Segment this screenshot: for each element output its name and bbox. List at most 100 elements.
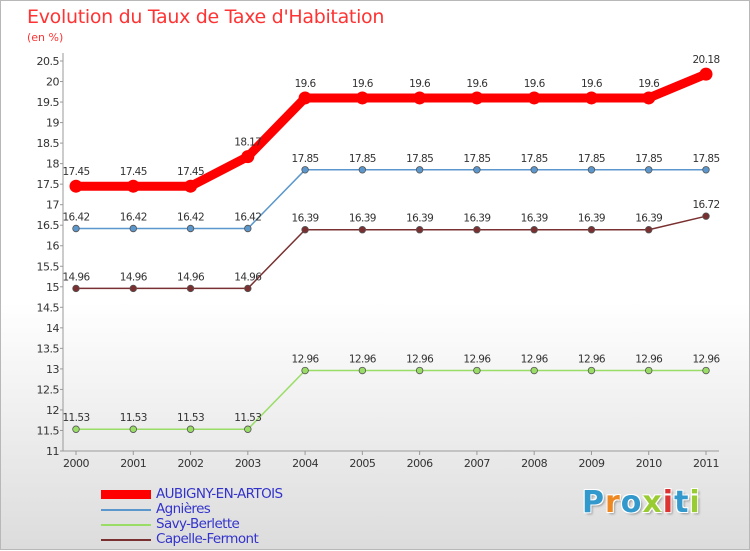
series-line [71,69,711,191]
data-label: 12.96 [349,354,377,366]
data-label: 17.85 [292,153,319,165]
logo-letter: i [662,485,675,520]
data-point [186,224,195,233]
data-point [473,166,481,174]
data-point [301,366,309,375]
data-point [358,166,367,174]
data-label: 17.45 [120,166,147,178]
y-tick-label: 13.5 [37,342,60,355]
y-tick-label: 18 [46,158,59,171]
data-label: 17.85 [349,153,376,165]
y-tick-label: 12.5 [37,383,60,396]
data-point [69,179,83,193]
data-point [301,226,309,234]
proxiti-logo: Proxiti [582,485,701,520]
data-point [129,224,137,233]
data-point [186,425,195,433]
data-label: 11.53 [120,412,147,424]
y-tick-label: 13 [46,363,59,376]
y-tick-label: 19 [46,117,59,130]
data-point [584,91,598,105]
legend-label: Capelle-Fermont [156,531,259,547]
data-label: 12.96 [521,354,549,366]
data-point [244,284,252,293]
data-point [72,224,80,233]
legend-swatch [101,539,151,541]
data-label: 19.6 [295,78,317,90]
chart-title: Evolution du Taux de Taxe d'Habitation [27,6,385,28]
data-point [702,212,710,220]
data-label: 12.96 [292,354,320,366]
data-label: 16.39 [349,213,376,225]
series-line [75,369,707,430]
chart-unit: (en %) [27,31,64,44]
data-label: 17.85 [406,153,433,165]
data-label: 17.85 [635,153,662,165]
data-point [72,425,80,433]
data-point [587,366,596,375]
x-tick-label: 2006 [407,457,433,470]
y-tick-label: 14 [46,322,59,335]
logo-letter: P [582,485,605,520]
data-point [72,284,80,293]
data-point [473,366,481,375]
series-line [75,215,707,290]
x-tick-label: 2000 [63,457,89,470]
y-tick-label: 19.5 [37,96,60,109]
y-tick-label: 11 [46,445,59,458]
data-point [699,67,713,81]
data-label: 16.39 [521,213,548,225]
legend-swatch [101,524,151,526]
data-label: 14.96 [234,271,262,283]
data-label: 19.6 [352,78,374,90]
data-label: 19.6 [581,78,603,90]
data-point [702,366,710,375]
data-label: 17.85 [521,153,548,165]
data-label: 16.39 [578,213,605,225]
logo-letter: r [605,485,621,520]
y-tick-label: 16.5 [37,219,60,232]
data-label: 19.6 [524,78,546,90]
data-label: 16.39 [463,213,490,225]
legend-label: Savy-Berlette [156,516,240,532]
logo-letter: o [620,485,643,520]
y-tick-label: 12 [46,404,59,417]
data-label: 17.45 [177,166,204,178]
data-point [129,284,137,293]
x-tick-label: 2005 [349,457,375,470]
x-tick-label: 2008 [521,457,547,470]
data-point [415,226,424,234]
series-line [75,169,707,230]
data-label: 14.96 [120,271,148,283]
x-tick-label: 2009 [578,457,604,470]
y-tick-label: 16 [46,240,59,253]
y-tick-label: 20.5 [37,55,60,68]
data-point [645,166,653,174]
data-point [415,166,424,174]
data-point [244,425,252,433]
data-label: 16.42 [62,211,89,223]
data-label: 12.96 [406,354,434,366]
data-label: 16.72 [692,199,719,211]
data-point [244,224,252,233]
y-tick-label: 14.5 [37,301,60,314]
data-label: 17.45 [62,166,89,178]
y-tick-label: 15.5 [37,260,60,273]
data-point [470,91,484,105]
y-tick-label: 18.5 [37,137,60,150]
x-tick-label: 2002 [178,457,204,470]
data-point [413,91,427,105]
data-point [184,179,198,193]
x-tick-label: 2007 [464,457,490,470]
data-label: 17.85 [692,153,719,165]
data-label: 11.53 [234,412,261,424]
x-tick-label: 2003 [235,457,261,470]
data-label: 16.42 [234,211,261,223]
x-tick-label: 2004 [292,457,318,470]
y-tick-label: 15 [46,281,59,294]
data-point [186,284,195,293]
data-label: 16.42 [177,211,204,223]
y-tick-label: 17 [46,199,59,212]
